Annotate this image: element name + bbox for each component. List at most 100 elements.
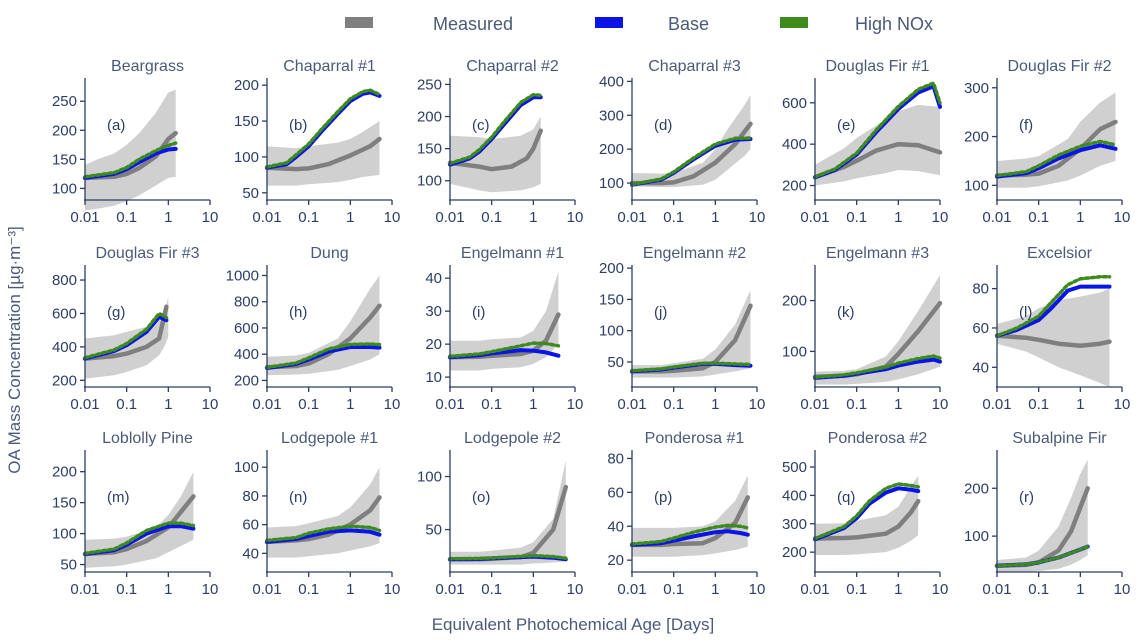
panel-title: Chaparral #1 [283, 58, 376, 75]
y-tick-label: 60 [607, 484, 624, 501]
measured-range-band [997, 459, 1088, 572]
x-tick-label: 0.1 [1028, 209, 1049, 226]
x-tick-label: 10 [1114, 209, 1131, 226]
y-tick-label: 80 [242, 488, 259, 505]
panel-letter: (a) [107, 117, 125, 134]
y-tick-label: 600 [52, 305, 77, 322]
x-tick-label: 10 [202, 396, 219, 413]
panel-beargrass: 0.01 0.1 1 10 100 150 200 250 Beargrass (a) [52, 58, 218, 226]
y-tick-label: 200 [52, 122, 77, 139]
series-line-high-nox [83, 521, 196, 556]
y-tick-label: 250 [417, 76, 442, 93]
y-tick-label: 200 [964, 480, 989, 497]
measured-range-band [632, 94, 751, 188]
x-tick-label: 0.1 [663, 396, 684, 413]
series-line-high-nox [265, 524, 382, 543]
x-tick-label: 0.01 [252, 581, 281, 598]
panel-letter: (n) [289, 489, 307, 506]
y-tick-label: 1000 [226, 267, 259, 284]
series-line-high-nox [995, 544, 1090, 568]
x-tick-label: 1 [711, 209, 719, 226]
y-tick-label: 400 [599, 73, 624, 90]
x-tick-label: 10 [1114, 396, 1131, 413]
panel-letter: (g) [107, 304, 125, 321]
y-tick-label: 40 [425, 270, 442, 287]
x-tick-label: 0.01 [435, 209, 464, 226]
panel-engelmann-3: 0.01 0.1 1 10 100 200 Engelmann #3 (k) [782, 245, 948, 413]
x-tick-label: 0.1 [298, 581, 319, 598]
x-tick-label: 0.1 [298, 396, 319, 413]
x-tick-label: 10 [202, 209, 219, 226]
measured-range-band [815, 275, 940, 385]
x-tick-label: 0.1 [1028, 396, 1049, 413]
x-tick-label: 0.1 [481, 396, 502, 413]
x-tick-label: 0.01 [435, 396, 464, 413]
legend: Measured Base High NOx [345, 14, 933, 34]
x-tick-label: 1 [1076, 581, 1084, 598]
x-tick-label: 1 [346, 209, 354, 226]
panel-engelmann-2: 0.01 0.1 1 10 50 100 150 200 Engelmann #2 (j) [599, 245, 765, 413]
y-tick-label: 400 [52, 339, 77, 356]
y-tick-label: 100 [417, 469, 442, 486]
series-line-high-nox [265, 342, 382, 370]
panel-title: Douglas Fir #3 [95, 245, 199, 262]
series-line-measured [629, 121, 753, 186]
series-line-measured [812, 498, 921, 541]
panel-title: Loblolly Pine [102, 430, 193, 447]
x-tick-label: 1 [1076, 209, 1084, 226]
x-tick-label: 1 [894, 396, 902, 413]
x-tick-label: 10 [749, 209, 766, 226]
x-tick-label: 0.01 [617, 581, 646, 598]
panel-title: Beargrass [111, 58, 184, 75]
y-tick-label: 500 [782, 459, 807, 476]
x-tick-label: 1 [164, 209, 172, 226]
series-line-high-nox [448, 341, 561, 359]
x-tick-label: 0.1 [1028, 581, 1049, 598]
series-line-high-nox [448, 553, 568, 561]
panel-title: Chaparral #2 [466, 58, 559, 75]
y-tick-label: 100 [599, 175, 624, 192]
panel-letter: (r) [1019, 489, 1034, 506]
x-tick-label: 1 [1076, 396, 1084, 413]
legend-label-measured: Measured [433, 14, 513, 34]
x-tick-label: 0.01 [70, 209, 99, 226]
y-tick-label: 100 [417, 173, 442, 190]
panel-letter: (h) [289, 304, 307, 321]
x-tick-label: 10 [384, 396, 401, 413]
panel-title: Subalpine Fir [1012, 430, 1107, 447]
y-tick-label: 60 [242, 517, 259, 534]
y-tick-label: 800 [52, 272, 77, 289]
series-line-high-nox [630, 523, 750, 546]
x-tick-label: 1 [164, 581, 172, 598]
x-tick-label: 0.01 [617, 209, 646, 226]
panel-title: Douglas Fir #2 [1007, 58, 1111, 75]
x-tick-label: 10 [749, 581, 766, 598]
x-tick-label: 1 [711, 396, 719, 413]
x-tick-label: 0.01 [800, 209, 829, 226]
x-tick-label: 0.1 [846, 396, 867, 413]
x-tick-label: 0.1 [663, 581, 684, 598]
measured-range-band [450, 116, 541, 193]
y-tick-label: 200 [417, 109, 442, 126]
y-tick-label: 800 [234, 294, 259, 311]
series-line-measured [264, 136, 382, 172]
x-tick-label: 10 [932, 581, 949, 598]
panel-letter: (l) [1019, 304, 1032, 321]
y-tick-label: 30 [425, 303, 442, 320]
y-tick-label: 40 [242, 545, 259, 562]
y-tick-label: 100 [52, 180, 77, 197]
x-tick-label: 0.01 [252, 209, 281, 226]
x-tick-label: 0.1 [116, 209, 137, 226]
x-tick-label: 10 [932, 396, 949, 413]
measured-range-band [267, 275, 380, 376]
y-tick-label: 400 [782, 136, 807, 153]
y-tick-label: 150 [52, 495, 77, 512]
y-tick-label: 300 [782, 516, 807, 533]
series-line-measured [82, 304, 169, 361]
y-tick-label: 10 [425, 369, 442, 386]
measured-range-band [267, 467, 380, 558]
panel-title: Lodgepole #1 [281, 430, 378, 447]
series-line-measured [447, 128, 543, 172]
x-tick-label: 1 [894, 581, 902, 598]
